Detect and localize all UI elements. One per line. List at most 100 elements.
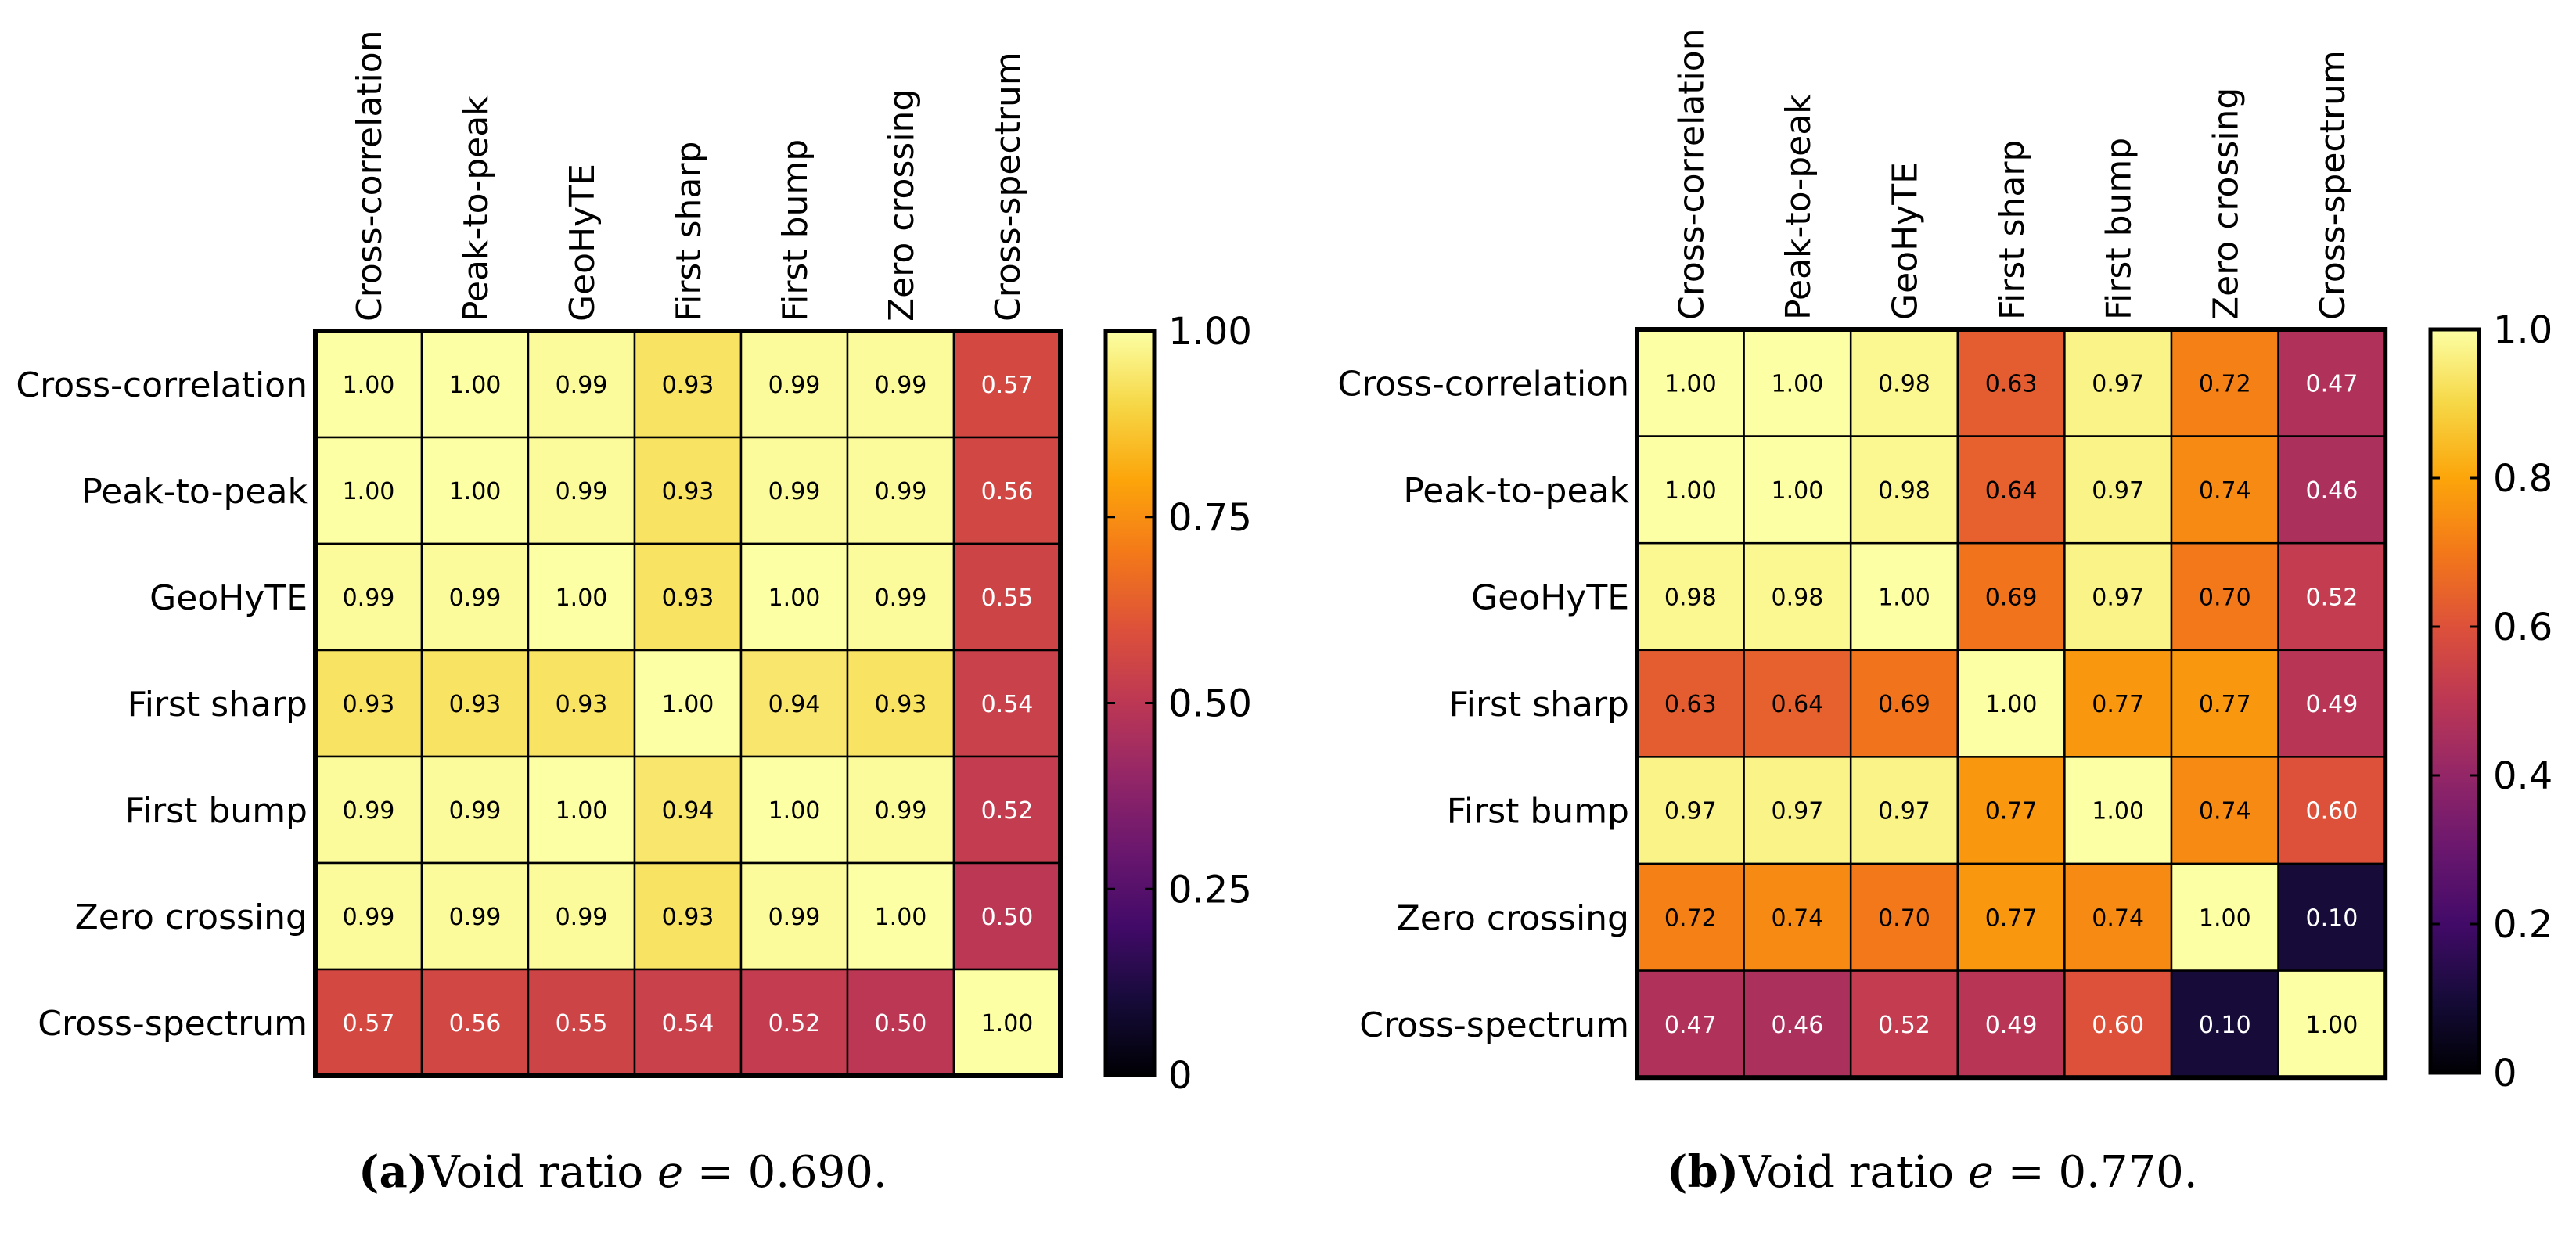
heatmap-a-col-label-2: GeoHyTE [563,164,603,322]
heatmap-b-value-r1-c2: 0.98 [1878,477,1930,505]
heatmap-b-value-r3-c3: 1.00 [1985,691,2038,718]
heatmap-a-cell-r4-c0 [314,755,423,865]
heatmap-b-frame [1635,327,2388,1081]
heatmap-b-cell-r3-c4 [2063,649,2173,758]
heatmap-a-value-r3-c5: 0.93 [875,691,927,718]
heatmap-a-value-r5-c1: 0.99 [449,904,502,931]
heatmap-a-cell-r1-c2 [527,436,636,545]
heatmap-b-cell-r2-c0 [1635,541,1745,652]
heatmap-a-value-r1-c1: 1.00 [449,478,502,505]
heatmap-b-cell-r1-c6 [2277,435,2387,545]
colorbar-a-tick-label-2: 0.50 [1168,682,1252,726]
heatmap-b-col-label-6: Cross-spectrum [2313,50,2353,320]
heatmap-b-value-r2-c6: 0.52 [2306,584,2358,612]
heatmap-a-value-r4-c1: 0.99 [449,797,502,825]
heatmap-a-cell-r6-c5 [846,968,955,1077]
heatmap-b-cell-r5-c6 [2277,862,2387,972]
heatmap-b-col-label-2: GeoHyTE [1886,162,1926,320]
heatmap-b-value-r2-c4: 0.97 [2092,584,2144,612]
heatmap-b-row-label-6: Cross-spectrum [1359,1005,1629,1045]
heatmap-a-cell-r6-c4 [739,968,849,1077]
heatmap-a-value-r5-c2: 0.99 [556,904,608,931]
heatmap-b-col-label-1: Peak-to-peak [1779,94,1819,320]
heatmap-a-value-r2-c3: 0.93 [662,584,714,612]
heatmap-a-cell-r6-c0 [314,968,423,1077]
heatmap-b-value-r1-c4: 0.97 [2092,477,2144,505]
heatmap-a-value-r6-c5: 0.50 [875,1010,927,1037]
heatmap-b-value-r5-c3: 0.77 [1985,904,2038,932]
heatmap-b-cell-r5-c3 [1956,862,2066,972]
heatmap-b-value-r2-c1: 0.98 [1772,584,1824,612]
heatmap-a-value-r1-c5: 0.99 [875,478,927,505]
heatmap-b-row-label-1: Peak-to-peak [1403,471,1629,511]
heatmap-b-value-r5-c2: 0.70 [1878,904,1930,932]
heatmap-b-value-r5-c5: 1.00 [2199,904,2251,932]
heatmap-a-cell-r2-c3 [633,542,743,652]
heatmap-b-value-r0-c4: 0.97 [2092,370,2144,397]
colorbar-a-tick-label-4: 1.00 [1168,310,1252,354]
heatmap-b-col-label-3: First sharp [1992,140,2032,320]
heatmap-a-row-label-5: Zero crossing [75,897,308,937]
heatmap-b-row-label-4: First bump [1447,792,1629,832]
heatmap-b-cell-r5-c1 [1743,862,1852,972]
colorbar-b-tick-label-0: 0 [2493,1052,2517,1095]
colorbar-b-tick-label-5: 1.0 [2493,308,2553,352]
heatmap-b-value-r4-c0: 0.97 [1664,798,1717,825]
heatmap-b-value-r0-c0: 1.00 [1664,370,1717,397]
heatmap-b-value-r0-c5: 0.72 [2199,370,2251,397]
heatmap-b-cell-r3-c6 [2277,649,2387,758]
heatmap-b-cell-r0-c0 [1635,328,1745,437]
caption-b-label: (b) [1667,1146,1740,1198]
heatmap-a-value-r0-c3: 0.93 [662,372,714,399]
heatmap-a-cell-r3-c5 [846,649,955,758]
heatmap-a-value-r5-c0: 0.99 [343,904,395,931]
heatmap-a-col-label-5: Zero crossing [882,89,922,322]
heatmap-a-value-r3-c3: 1.00 [662,691,714,718]
colorbar-b-tick-label-1: 0.2 [2493,903,2553,947]
caption-b-var: e [1967,1147,1994,1198]
heatmap-b-value-r5-c0: 0.72 [1664,904,1717,932]
caption-a-eq: = 0.690. [683,1147,887,1198]
heatmap-a-row-label-2: GeoHyTE [149,578,308,618]
heatmap-a-cell-r6-c3 [633,968,743,1077]
heatmap-a-value-r4-c4: 1.00 [768,797,821,825]
heatmap-b-value-r1-c0: 1.00 [1664,477,1717,505]
heatmap-b-value-r6-c6: 1.00 [2306,1012,2358,1039]
heatmap-a-row-label-1: Peak-to-peak [81,472,308,512]
heatmap-b-value-r4-c4: 1.00 [2092,798,2144,825]
heatmap-b-value-r1-c3: 0.64 [1985,477,2038,505]
heatmap-b-value-r6-c5: 0.10 [2199,1012,2251,1039]
heatmap-a-cell-r2-c1 [420,542,530,652]
heatmap-b-value-r0-c3: 0.63 [1985,370,2038,397]
caption-a-label: (a) [358,1146,429,1198]
heatmap-a-cell-r3-c0 [314,649,423,758]
heatmap-b-cell-r4-c5 [2170,756,2279,865]
heatmap-a-value-r2-c4: 1.00 [768,584,821,612]
heatmap-b-cell-r2-c5 [2170,541,2279,652]
heatmap-a-cell-r5-c3 [633,861,743,971]
heatmap-a-frame [313,329,1063,1078]
heatmap-a-value-r5-c3: 0.93 [662,904,714,931]
heatmap-a-value-r0-c2: 0.99 [556,372,608,399]
heatmap-b-cell-r4-c1 [1743,756,1852,865]
colorbar-a-tick-label-0: 0 [1168,1054,1193,1098]
heatmap-b-value-r4-c2: 0.97 [1878,798,1930,825]
caption-b-text: Void ratio [1739,1147,1955,1198]
heatmap-b-value-r0-c2: 0.98 [1878,370,1930,397]
heatmap-b-value-r4-c1: 0.97 [1772,798,1824,825]
colorbar-b-tick-label-4: 0.8 [2493,457,2553,501]
heatmap-b-value-r6-c4: 0.60 [2092,1012,2144,1039]
caption-a-var: e [657,1147,684,1198]
heatmap-b-value-r5-c1: 0.74 [1772,904,1824,932]
caption-a-text: Void ratio [428,1147,644,1198]
heatmap-b-value-r2-c2: 1.00 [1878,584,1930,612]
heatmap-b-value-r5-c4: 0.74 [2092,904,2144,932]
heatmap-a-value-r2-c1: 0.99 [449,584,502,612]
heatmap-b-value-r1-c5: 0.74 [2199,477,2251,505]
heatmap-b-cell-r2-c2 [1849,541,1959,652]
heatmap-a-row-label-6: Cross-spectrum [38,1004,308,1044]
heatmap-b-cell-r6-c3 [1956,969,2066,1079]
heatmap-panel-b: 1.00 1.00 0.98 0.63 0.97 0.72 0.471.00 1.00 0.98… [1337,28,2553,1095]
heatmap-a-value-r5-c4: 0.99 [768,904,821,931]
